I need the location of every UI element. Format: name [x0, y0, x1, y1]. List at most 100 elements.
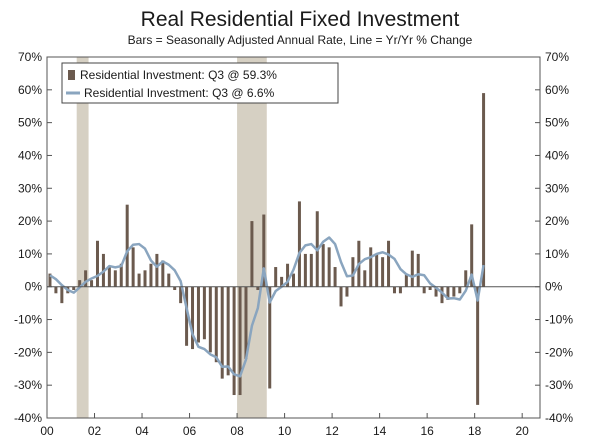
- bar: [476, 286, 480, 405]
- bar: [404, 273, 408, 287]
- bar: [274, 267, 278, 287]
- bar: [256, 286, 260, 291]
- bar: [351, 257, 355, 287]
- x-tick-label: 14: [373, 424, 387, 438]
- bar: [333, 267, 337, 287]
- y-tick-label-left: 50%: [18, 116, 42, 130]
- y-tick-label-right: 50%: [545, 116, 569, 130]
- y-tick-label-right: -40%: [545, 411, 573, 425]
- y-tick-label-left: -40%: [14, 411, 42, 425]
- y-tick-label-right: 10%: [545, 247, 569, 261]
- x-tick-label: 18: [468, 424, 482, 438]
- bar: [398, 286, 402, 294]
- legend: Residential Investment: Q3 @ 59.3% Resid…: [61, 62, 339, 104]
- y-tick-label-left: -20%: [14, 345, 42, 359]
- bar-series: [48, 93, 486, 405]
- bar: [369, 247, 373, 287]
- yoy-line: [49, 236, 485, 378]
- bar: [292, 273, 295, 287]
- bar: [95, 240, 99, 287]
- bar: [78, 280, 82, 287]
- recession-shading: [76, 57, 267, 418]
- bar: [375, 253, 379, 287]
- bar: [167, 273, 171, 287]
- x-tick-label: 08: [230, 424, 244, 438]
- bar: [185, 286, 189, 346]
- legend-line-label: Residential Investment: Q3 @ 6.6%: [84, 86, 275, 100]
- y-tick-label-right: -30%: [545, 378, 573, 392]
- y-tick-label-left: -30%: [14, 378, 42, 392]
- y-tick-label-right: 0%: [545, 280, 563, 294]
- x-tick-label: 00: [40, 424, 54, 438]
- bar: [137, 273, 141, 287]
- bar: [113, 270, 117, 287]
- chart-title: Real Residential Fixed Investment: [141, 8, 460, 31]
- y-tick-label-right: 60%: [545, 83, 569, 97]
- bar: [327, 247, 331, 287]
- bar: [119, 263, 123, 287]
- bar: [482, 93, 486, 287]
- bar: [286, 263, 290, 287]
- bar: [220, 286, 224, 379]
- y-tick-label-left: 60%: [18, 83, 42, 97]
- bar: [143, 270, 147, 287]
- legend-bar-label: Residential Investment: Q3 @ 59.3%: [80, 68, 277, 82]
- bar: [416, 253, 420, 287]
- bar: [422, 286, 426, 294]
- x-tick-label: 20: [516, 424, 530, 438]
- bar: [90, 280, 94, 287]
- y-tick-label-left: 30%: [18, 181, 42, 195]
- bar: [321, 244, 325, 287]
- bar: [125, 204, 129, 287]
- bar: [392, 286, 396, 294]
- bar: [173, 286, 177, 291]
- bar: [458, 286, 462, 294]
- y-tick-label-right: 20%: [545, 214, 569, 228]
- line-series: [49, 236, 485, 378]
- bar: [191, 286, 195, 350]
- bar: [262, 214, 266, 287]
- x-tick-label: 12: [325, 424, 339, 438]
- bar: [268, 286, 272, 389]
- bar: [297, 201, 301, 287]
- y-tick-label-left: 10%: [18, 247, 42, 261]
- y-tick-label-right: -20%: [545, 345, 573, 359]
- x-tick-label: 04: [135, 424, 149, 438]
- bar: [196, 286, 200, 343]
- bar: [309, 253, 313, 287]
- bar: [410, 250, 414, 287]
- bar: [149, 263, 153, 287]
- bar: [428, 286, 432, 291]
- bar: [161, 260, 165, 287]
- y-tick-label-left: -10%: [14, 313, 42, 327]
- bar: [72, 286, 76, 291]
- y-tick-label-right: 70%: [545, 50, 569, 64]
- bar: [339, 286, 343, 307]
- legend-bar-swatch: [68, 70, 75, 80]
- bar: [303, 253, 307, 287]
- bar: [48, 273, 52, 287]
- bar: [244, 286, 248, 359]
- bar: [214, 286, 218, 363]
- bar: [434, 286, 438, 297]
- bar: [440, 286, 444, 304]
- axes: -40% -40% -30% -30% -20% -20% -10% -10% 0% 0% 10% 1…: [14, 50, 573, 438]
- bar: [232, 286, 236, 396]
- x-tick-label: 16: [420, 424, 434, 438]
- bar: [387, 240, 391, 287]
- y-tick-label-left: 0%: [25, 280, 43, 294]
- chart-subtitle: Bars = Seasonally Adjusted Annual Rate, …: [128, 33, 473, 47]
- y-tick-label-right: 40%: [545, 148, 569, 162]
- legend-box: [61, 62, 339, 104]
- y-tick-label-left: 20%: [18, 214, 42, 228]
- bar: [208, 286, 212, 353]
- bar: [446, 286, 450, 300]
- bar: [280, 276, 284, 287]
- y-tick-label-left: 70%: [18, 50, 42, 64]
- bar: [464, 270, 468, 287]
- bar: [238, 286, 242, 396]
- y-tick-label-right: 30%: [545, 181, 569, 195]
- plot-frame: [46, 56, 541, 419]
- bar: [470, 224, 474, 287]
